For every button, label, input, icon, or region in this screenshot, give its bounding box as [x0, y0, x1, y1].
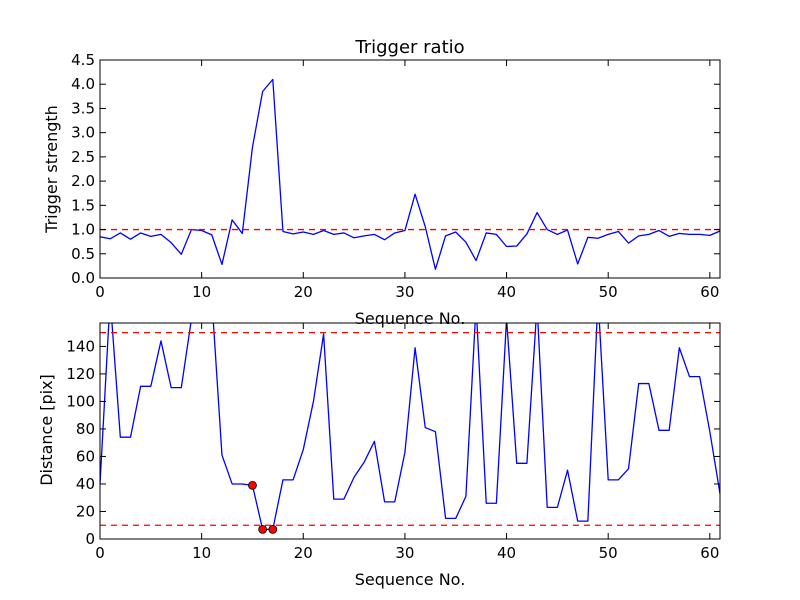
bottom-y-tick-label: 0	[85, 530, 95, 548]
distance-subplot: Sequence No. Distance [pix] 0 10 20 30 40 50 6…	[37, 322, 721, 589]
bottom-y-tick-label: 60	[76, 447, 95, 465]
bottom-plot-area	[100, 323, 720, 531]
bottom-x-tick-label: 40	[497, 544, 516, 562]
top-y-tick-label: 4.0	[71, 75, 95, 93]
top-chart-title: Trigger ratio	[354, 37, 464, 58]
bottom-y-tick-label: 120	[66, 365, 95, 383]
top-x-tick-label: 50	[599, 283, 618, 301]
bottom-x-tick-label: 30	[395, 544, 414, 562]
bottom-y-tick-label: 100	[66, 392, 95, 410]
bottom-y-tick-label: 80	[76, 420, 95, 438]
top-y-tick-label: 3.5	[71, 99, 95, 117]
top-y-tick-label: 1.0	[71, 221, 95, 239]
bottom-x-tick-label: 60	[700, 544, 719, 562]
top-y-tick-label: 2.0	[71, 172, 95, 190]
top-y-tick-label: 1.5	[71, 196, 95, 214]
top-x-tick-label: 40	[497, 283, 516, 301]
bottom-axes-frame	[99, 322, 721, 540]
top-plot-area	[100, 78, 720, 270]
bottom-series-line	[100, 323, 720, 531]
top-y-tick-label: 4.5	[71, 51, 95, 69]
top-y-axis-label: Trigger strength	[42, 105, 61, 234]
trigger-ratio-subplot: Trigger ratio Sequence No. Trigger stren…	[42, 37, 721, 328]
bottom-y-tick-label: 140	[66, 337, 95, 355]
top-series-line	[100, 78, 720, 270]
top-x-tick-label: 60	[700, 283, 719, 301]
bottom-x-tick-label: 20	[294, 544, 313, 562]
top-y-tick-label: 3.0	[71, 124, 95, 142]
bottom-marker-point	[258, 524, 268, 534]
top-y-tick-label: 2.5	[71, 148, 95, 166]
top-x-tick-label: 20	[294, 283, 313, 301]
top-x-tick-label: 10	[192, 283, 211, 301]
top-x-tick-label: 30	[395, 283, 414, 301]
top-x-tick-label: 0	[95, 283, 105, 301]
bottom-marker-point	[268, 524, 278, 534]
bottom-x-tick-label: 10	[192, 544, 211, 562]
bottom-x-tick-label: 0	[95, 544, 105, 562]
top-x-axis-label: Sequence No.	[355, 309, 466, 328]
top-axes-frame	[99, 59, 721, 279]
bottom-y-tick-label: 20	[76, 502, 95, 520]
bottom-marker-point	[248, 480, 257, 490]
top-y-tick-label: 0.0	[71, 269, 95, 287]
bottom-x-tick-label: 50	[599, 544, 618, 562]
bottom-x-axis-label: Sequence No.	[355, 570, 466, 589]
bottom-y-axis-label: Distance [pix]	[37, 374, 56, 486]
top-y-tick-label: 0.5	[71, 245, 95, 263]
bottom-y-tick-label: 40	[76, 475, 95, 493]
